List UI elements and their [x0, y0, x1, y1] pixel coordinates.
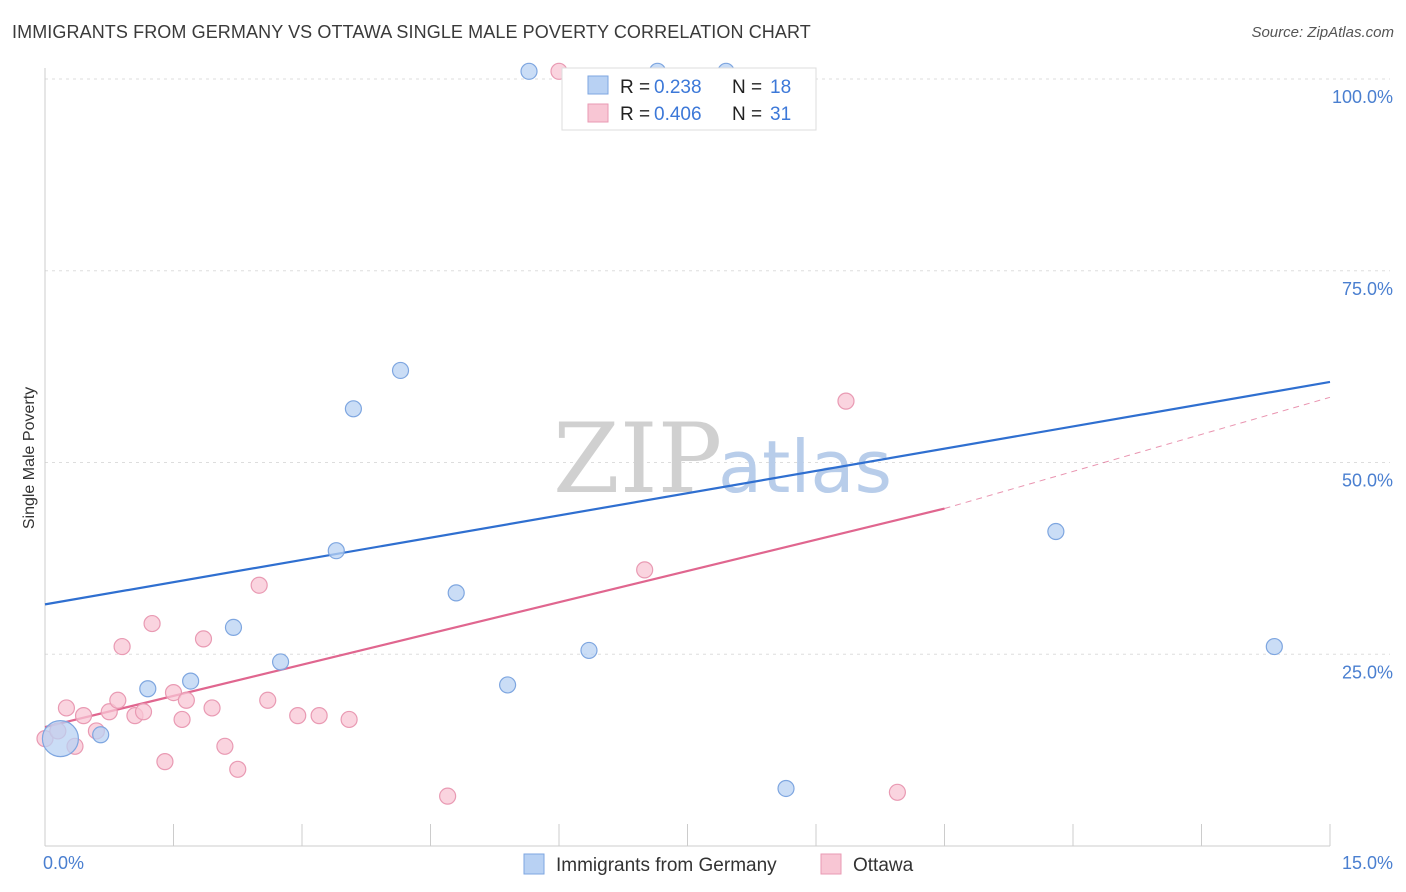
- germany-point: [327, 542, 345, 560]
- ottawa-point: [340, 710, 358, 729]
- legend-r-label-2: R =: [620, 104, 650, 125]
- ottawa-point: [143, 614, 161, 633]
- germany-point: [344, 400, 362, 418]
- ottawa-point: [837, 392, 855, 410]
- legend-n-label-1: N =: [732, 77, 762, 98]
- ottawa-point: [57, 699, 76, 717]
- ottawa-point: [636, 561, 654, 579]
- ottawa-trend-line: [44, 507, 945, 729]
- x-tick-labels: 0.0% 15.0%: [43, 853, 1393, 873]
- ottawa-point: [310, 707, 328, 725]
- x-tick-label-end: 15.0%: [1342, 853, 1393, 873]
- legend-swatch-germany: [587, 75, 609, 95]
- ottawa-point: [164, 683, 183, 702]
- ottawa-point: [250, 576, 268, 594]
- y-axis-label: Single Male Poverty: [21, 387, 38, 529]
- germany-point: [580, 641, 598, 660]
- ottawa-point: [113, 637, 131, 656]
- ottawa-point: [194, 630, 213, 648]
- chart-title: IMMIGRANTS FROM GERMANY VS OTTAWA SINGLE…: [12, 22, 811, 42]
- stats-legend: R = 0.238 N = 18 R = 0.406 N = 31: [561, 67, 817, 131]
- ottawa-point: [134, 703, 153, 721]
- ottawa-point: [177, 691, 195, 709]
- germany-point: [1047, 522, 1065, 541]
- ottawa-point: [74, 707, 93, 725]
- legend-n-label-2: N =: [732, 104, 762, 125]
- ottawa-point: [156, 753, 174, 771]
- ottawa-point: [289, 707, 307, 725]
- germany-point: [224, 618, 243, 637]
- ottawa-point: [216, 737, 234, 755]
- ottawa-point: [203, 699, 221, 717]
- trend-lines: [44, 380, 1331, 729]
- ottawa-trend-extension: [944, 396, 1331, 510]
- ottawa-point: [259, 691, 277, 709]
- ottawa-point: [173, 710, 191, 729]
- watermark-atlas: atlas: [718, 425, 892, 509]
- germany-point: [520, 62, 538, 80]
- y-tick-label: 75.0%: [1342, 279, 1393, 299]
- y-tick-label: 100.0%: [1332, 87, 1393, 107]
- ottawa-point: [100, 703, 118, 721]
- germany-point: [41, 720, 80, 758]
- germany-point: [499, 676, 517, 694]
- legend-r-value-2: 0.406: [654, 104, 702, 125]
- series-legend: Immigrants from Germany Ottawa: [523, 853, 914, 876]
- watermark-zip: ZIP: [553, 403, 722, 515]
- series-legend-swatch-germany: [523, 853, 545, 875]
- y-tick-labels: 25.0% 50.0% 75.0% 100.0%: [1332, 87, 1393, 682]
- germany-point: [447, 584, 465, 602]
- data-points: [36, 62, 1283, 805]
- ottawa-point: [439, 787, 457, 805]
- grid-lines: [45, 78, 1390, 655]
- series-legend-ottawa: Ottawa: [853, 855, 914, 876]
- germany-trend-line: [44, 380, 1331, 606]
- y-tick-label: 25.0%: [1342, 662, 1393, 682]
- germany-point: [92, 726, 110, 744]
- germany-point: [271, 653, 290, 671]
- germany-point: [1265, 637, 1283, 656]
- ottawa-point: [109, 691, 127, 709]
- legend-r-value-1: 0.238: [654, 77, 702, 98]
- series-legend-germany: Immigrants from Germany: [556, 855, 777, 876]
- watermark: ZIP atlas: [553, 403, 892, 515]
- legend-n-value-1: 18: [770, 77, 791, 98]
- ottawa-point: [229, 760, 247, 778]
- legend-n-value-2: 31: [770, 104, 791, 125]
- series-legend-swatch-ottawa: [820, 853, 842, 875]
- germany-point: [391, 361, 410, 380]
- y-tick-label: 50.0%: [1342, 471, 1393, 491]
- legend-swatch-ottawa: [587, 103, 609, 123]
- source-credit: Source: ZipAtlas.com: [1251, 24, 1394, 41]
- legend-r-label-1: R =: [620, 77, 650, 98]
- axes: [44, 68, 1331, 847]
- germany-point: [777, 779, 795, 798]
- x-tick-label-start: 0.0%: [43, 853, 84, 873]
- germany-point: [139, 680, 157, 698]
- germany-point: [182, 672, 200, 690]
- ottawa-point: [888, 783, 906, 801]
